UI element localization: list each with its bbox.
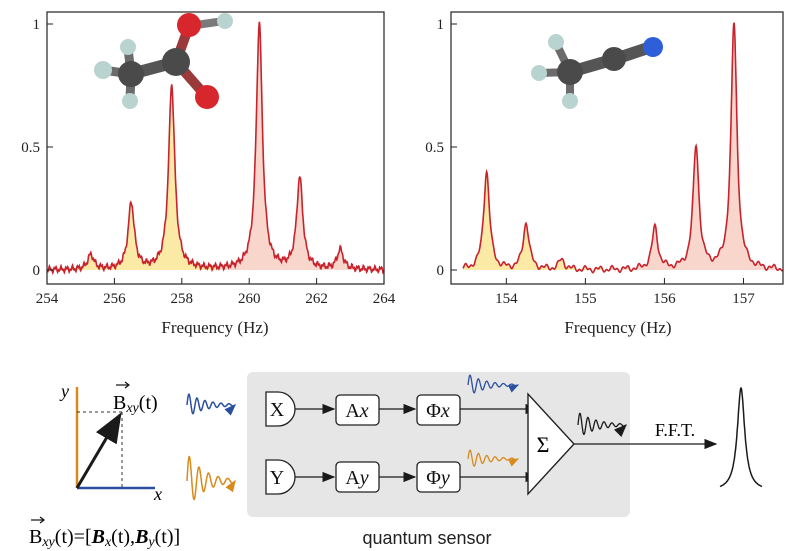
vector-diagram: y x Bxy(t) Bxy(t)=[Bx(t),By(t)] — [29, 381, 180, 550]
input-x-block — [265, 391, 296, 427]
x-tick-label: 264 — [373, 291, 396, 307]
input-y-block — [265, 459, 296, 495]
y-signal-waveform-icon — [186, 455, 236, 501]
chart-acetic-acid: 254 256 258 260 262 264 00.51 Frequency (Hz) — [21, 11, 396, 337]
amp-y-label: Ay — [345, 467, 368, 489]
sensor-label: quantum sensor — [362, 528, 491, 548]
vector-label: Bxy(t) — [113, 392, 158, 416]
phase-x-block — [416, 394, 461, 426]
x-tick-label: 258 — [171, 291, 194, 307]
yellow-fill-region — [462, 171, 601, 270]
field-equation: Bxy(t)=[Bx(t),By(t)] — [29, 526, 180, 550]
spectrum-line — [462, 22, 784, 274]
spectrum-line — [46, 21, 385, 276]
acetic-acid-molecule-icon — [94, 13, 233, 109]
y-tick-label: 0.5 — [21, 140, 40, 156]
phase-x-label: Φx — [426, 400, 450, 422]
yellow-fill-region — [47, 84, 216, 271]
x-tick-label: 157 — [732, 291, 755, 307]
x-tick-label: 256 — [103, 291, 126, 307]
x-tick-label: 155 — [574, 291, 597, 307]
x-tick-label: 254 — [36, 291, 59, 307]
x-axis-label: Frequency (Hz) — [161, 318, 268, 337]
amp-x-block — [335, 394, 380, 426]
y-tick-label: 1 — [437, 17, 445, 33]
input-y-label: Y — [270, 467, 284, 489]
fft-label: F.F.T. — [655, 420, 695, 440]
x-tick-label: 260 — [238, 291, 261, 307]
input-x-label: X — [270, 399, 285, 421]
sum-symbol: Σ — [537, 432, 550, 457]
pink-fill-region — [601, 22, 783, 270]
x-tick-label: 154 — [495, 291, 518, 307]
x-signal-waveform-icon — [186, 393, 237, 416]
fft-spectrum-peak-icon — [719, 386, 763, 488]
y-tick-label: 0.5 — [425, 140, 444, 156]
amp-x-label: Ax — [345, 400, 368, 422]
chart-acetonitrile: 154 155 156 157 00.51 Frequency (Hz) — [425, 11, 784, 337]
phase-x-output-waveform-icon — [467, 374, 520, 394]
x-tick-label: 156 — [653, 291, 676, 307]
x-ticks: 254 256 258 260 262 264 — [36, 278, 396, 307]
y-ticks: 00.51 — [21, 17, 53, 279]
y-tick-label: 1 — [33, 17, 41, 33]
x-ticks: 154 155 156 157 — [495, 278, 755, 307]
plot-frame — [450, 11, 784, 285]
plot-frame — [46, 11, 385, 285]
pink-fill-region — [215, 21, 384, 270]
acetonitrile-molecule-icon — [531, 34, 663, 109]
x-axis-symbol: x — [153, 484, 162, 504]
phase-y-output-waveform-icon — [467, 449, 520, 467]
x-axis-label: Frequency (Hz) — [564, 318, 671, 337]
field-vector-arrow — [75, 412, 122, 489]
summed-output-waveform-icon — [577, 412, 627, 437]
y-ticks: 00.51 — [425, 17, 457, 279]
y-tick-label: 0 — [33, 263, 41, 279]
y-tick-label: 0 — [437, 263, 445, 279]
y-axis-symbol: y — [59, 381, 69, 401]
signal-flow-arrows — [295, 403, 718, 483]
x-tick-label: 262 — [305, 291, 328, 307]
summation-block — [527, 392, 575, 496]
phase-y-label: Φy — [426, 467, 450, 489]
